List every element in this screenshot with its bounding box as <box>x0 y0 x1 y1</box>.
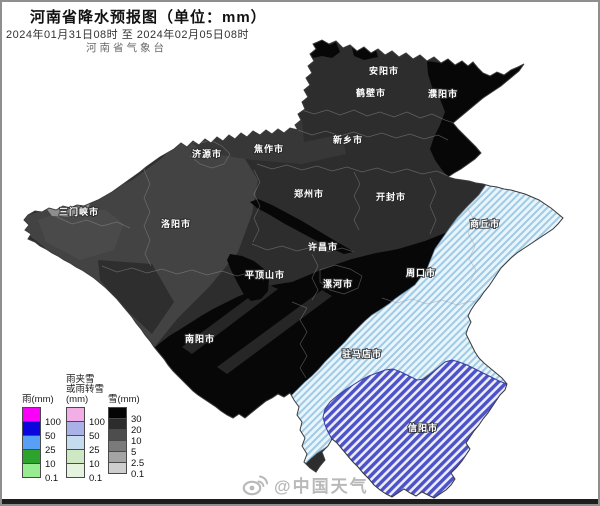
legend-swatch <box>109 451 126 462</box>
legend-value: 0.1 <box>131 469 145 480</box>
legend-snow-title: 雪(mm) <box>108 394 140 405</box>
bottom-border-bar <box>2 499 598 504</box>
city-label: 平顶山市 <box>245 269 285 280</box>
legend-value: 30 <box>131 414 142 425</box>
legend-value: 10 <box>89 459 100 470</box>
legend-swatch <box>23 463 40 477</box>
legend-value: 25 <box>45 445 56 456</box>
city-label: 洛阳市 <box>161 218 191 229</box>
legend-swatch <box>67 421 84 435</box>
city-label: 郑州市 <box>294 188 324 199</box>
city-borders <box>56 109 485 379</box>
city-label: 安阳市 <box>369 65 399 76</box>
city-label: 新乡市 <box>333 134 363 145</box>
legend-sleet-title: 雨夹雪 或雨转雪 (mm) <box>66 375 105 405</box>
legend-sleet-title-line: 或雨转雪 <box>66 384 105 395</box>
legend-value: 5 <box>131 447 137 458</box>
city-label: 商丘市 <box>470 218 500 229</box>
legend-swatch <box>23 421 40 435</box>
city-label: 济源市 <box>192 148 222 159</box>
legend-swatch <box>23 435 40 449</box>
city-label: 驻马店市 <box>342 348 382 359</box>
legend-snow-values: 30 20 10 5 2.5 0.1 <box>131 413 144 480</box>
weibo-logo-icon <box>242 475 268 495</box>
legend-value: 20 <box>131 425 142 436</box>
legend-swatch <box>109 429 126 440</box>
city-label: 信阳市 <box>408 422 438 433</box>
legend-value: 50 <box>89 431 100 442</box>
map-title: 河南省降水预报图（单位：mm） <box>30 9 267 26</box>
legend-value: 25 <box>89 445 100 456</box>
legend-swatch <box>23 449 40 463</box>
legend-swatch <box>109 418 126 429</box>
legend-sleet: 雨夹雪 或雨转雪 (mm) 100 50 25 10 0.1 <box>66 375 105 483</box>
legend-rain-values: 100 50 25 10 0.1 <box>45 413 61 484</box>
issuing-agency: 河南省气象台 <box>86 42 167 54</box>
legend-value: 2.5 <box>131 458 145 469</box>
city-label: 漯河市 <box>323 278 353 289</box>
legend-sleet-title-line: (mm) <box>66 394 89 405</box>
watermark: @中国天气 <box>242 472 369 497</box>
city-label: 焦作市 <box>253 143 284 154</box>
forecast-period: 2024年01月31日08时 至 2024年02月05日08时 <box>6 29 249 41</box>
legend-swatch <box>109 440 126 451</box>
legend-swatch <box>109 408 126 418</box>
city-label: 开封市 <box>376 191 406 202</box>
legend-value: 0.1 <box>45 473 59 484</box>
legend-value: 100 <box>89 417 105 428</box>
province-outline <box>23 39 564 499</box>
legend-value: 50 <box>45 431 56 442</box>
legend-value: 10 <box>131 436 142 447</box>
legend-snow-swatches <box>108 407 127 474</box>
legend-rain-swatches <box>22 407 41 478</box>
city-label: 许昌市 <box>308 241 338 252</box>
legend-value: 0.1 <box>89 473 103 484</box>
legend-swatch <box>67 408 84 421</box>
city-label: 鹤壁市 <box>356 87 386 98</box>
city-label: 三门峡市 <box>59 206 99 217</box>
city-label: 南阳市 <box>185 333 215 344</box>
legend-rain-title: 雨(mm) <box>22 394 54 405</box>
legend-sleet-title-line: 雨夹雪 <box>66 374 95 385</box>
legend-swatch <box>109 462 126 473</box>
legend-swatch <box>23 408 40 421</box>
legend-swatch <box>67 435 84 449</box>
legend-swatch <box>67 449 84 463</box>
legend-value: 100 <box>45 417 61 428</box>
legend-snow: 雪(mm) 30 20 10 5 2.5 0.1 <box>108 394 144 479</box>
legend-rain: 雨(mm) 100 50 25 10 0.1 <box>22 394 61 483</box>
legend-swatch <box>67 463 84 477</box>
city-label: 周口市 <box>406 267 436 278</box>
legend-value: 10 <box>45 459 56 470</box>
legend-sleet-swatches <box>66 407 85 478</box>
legend-sleet-values: 100 50 25 10 0.1 <box>89 413 105 484</box>
watermark-text: @中国天气 <box>274 477 369 496</box>
city-label: 濮阳市 <box>427 88 458 99</box>
